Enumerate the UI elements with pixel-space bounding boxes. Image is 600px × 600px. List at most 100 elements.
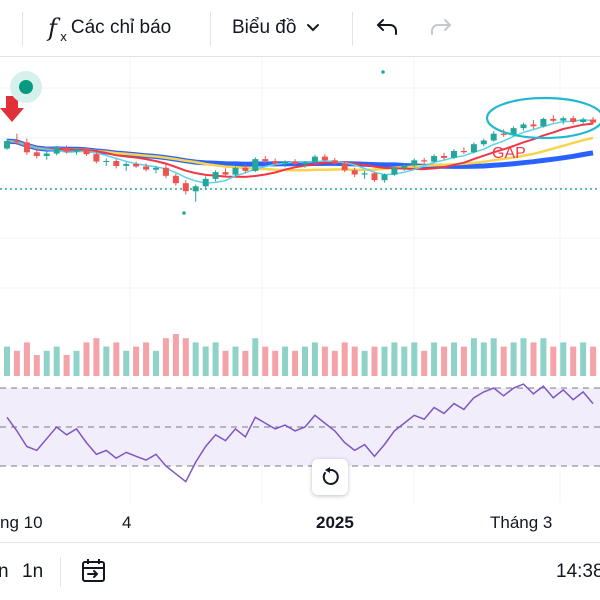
volume-bar bbox=[143, 342, 150, 376]
candle-body bbox=[451, 151, 457, 158]
candle-body bbox=[391, 167, 398, 175]
candlestick-series bbox=[4, 115, 597, 202]
volume-bar bbox=[242, 350, 249, 376]
candle-body bbox=[33, 152, 40, 156]
volume-bar bbox=[391, 342, 398, 376]
interval-button[interactable]: n bbox=[0, 561, 9, 582]
candle-body bbox=[63, 148, 70, 152]
candle-body bbox=[580, 119, 587, 122]
candle-body bbox=[540, 118, 547, 127]
candle-body bbox=[570, 118, 577, 122]
volume-bar bbox=[510, 342, 517, 376]
volume-bar bbox=[212, 342, 219, 376]
candle-body bbox=[560, 118, 567, 121]
volume-bar bbox=[113, 342, 120, 376]
time-axis[interactable]: ng 10 4 2025 Tháng 3 bbox=[0, 505, 600, 540]
redo-icon[interactable] bbox=[428, 14, 454, 40]
volume-bar bbox=[341, 342, 348, 376]
toolbar-bottom-border bbox=[0, 56, 600, 57]
volume-bar bbox=[63, 355, 70, 376]
volume-bar bbox=[103, 346, 110, 376]
volume-bar bbox=[351, 346, 358, 376]
volume-bar bbox=[202, 346, 209, 376]
candle-body bbox=[480, 140, 487, 145]
candle-body bbox=[153, 167, 159, 170]
volume-bar bbox=[252, 338, 259, 376]
undo-icon[interactable] bbox=[374, 14, 400, 40]
candle-body bbox=[500, 133, 507, 135]
x-tick-label: 4 bbox=[122, 513, 132, 532]
date-range-icon[interactable] bbox=[80, 557, 108, 585]
moving-averages bbox=[6, 119, 594, 184]
volume-bar bbox=[331, 350, 338, 376]
ma-fast-line bbox=[6, 119, 594, 184]
candle-body bbox=[590, 119, 597, 123]
candle-body bbox=[510, 128, 517, 135]
volume-bar bbox=[192, 342, 199, 376]
gap-label: GAP bbox=[492, 145, 526, 162]
bottom-divider bbox=[60, 557, 61, 587]
indicator-marker[interactable] bbox=[10, 71, 42, 103]
gap-highlight-ellipse bbox=[485, 96, 600, 140]
candle-body bbox=[401, 165, 408, 168]
candle-body bbox=[23, 142, 30, 153]
volume-bar bbox=[162, 338, 169, 376]
candle-body bbox=[182, 183, 189, 192]
volume-bar bbox=[4, 346, 10, 376]
candle-body bbox=[222, 172, 229, 175]
candle-body bbox=[113, 161, 120, 166]
volume-bar bbox=[172, 334, 179, 376]
interval-button[interactable]: 1n bbox=[22, 561, 44, 582]
candle-body bbox=[351, 170, 358, 175]
candle-body bbox=[381, 174, 388, 181]
volume-bar bbox=[381, 346, 388, 376]
candle-body bbox=[520, 124, 527, 129]
volume-bar bbox=[460, 346, 467, 376]
candle-body bbox=[143, 166, 150, 170]
chart-type-label: Biểu đồ bbox=[232, 17, 297, 38]
candle-body bbox=[321, 156, 328, 161]
price-chart[interactable]: GAP bbox=[0, 58, 600, 542]
indicators-label: Các chỉ báo bbox=[70, 17, 172, 38]
volume-bar bbox=[490, 338, 497, 376]
volume-bar bbox=[232, 346, 239, 376]
candle-body bbox=[242, 167, 249, 171]
volume-bar bbox=[441, 346, 448, 376]
toolbar-divider bbox=[352, 12, 353, 46]
candle-body bbox=[4, 141, 10, 149]
candle-body bbox=[421, 160, 428, 162]
x-tick-label: ng 10 bbox=[0, 513, 43, 532]
volume-series bbox=[4, 334, 597, 376]
candle-body bbox=[441, 156, 448, 158]
volume-bar bbox=[540, 338, 547, 376]
volume-bar bbox=[272, 350, 279, 376]
volume-bar bbox=[93, 338, 100, 376]
rsi-line bbox=[6, 383, 594, 483]
reset-chart-button[interactable] bbox=[312, 459, 348, 495]
volume-bar bbox=[262, 346, 269, 376]
volume-bar bbox=[371, 346, 378, 376]
candle-body bbox=[361, 173, 368, 175]
chart-grid bbox=[0, 58, 600, 503]
volume-bar bbox=[361, 350, 368, 376]
candle-body bbox=[252, 159, 259, 171]
volume-bar bbox=[43, 350, 50, 376]
candle-body bbox=[133, 164, 140, 167]
candle-body bbox=[53, 148, 60, 154]
volume-bar bbox=[123, 350, 130, 376]
volume-bar bbox=[590, 346, 597, 376]
chart-annotations: GAP bbox=[0, 70, 600, 215]
reset-icon bbox=[322, 467, 339, 485]
candle-body bbox=[470, 144, 477, 153]
rsi-pane bbox=[0, 383, 600, 483]
ma-short-line bbox=[6, 122, 594, 178]
bottom-bar: n 1n 14:38 bbox=[0, 542, 600, 600]
candle-body bbox=[282, 161, 289, 164]
volume-bar bbox=[480, 342, 487, 376]
volume-bar bbox=[401, 346, 408, 376]
chart-type-button[interactable]: Biểu đồ bbox=[232, 0, 320, 56]
volume-bar bbox=[560, 342, 567, 376]
volume-bar bbox=[451, 342, 457, 376]
candle-body bbox=[272, 161, 279, 164]
